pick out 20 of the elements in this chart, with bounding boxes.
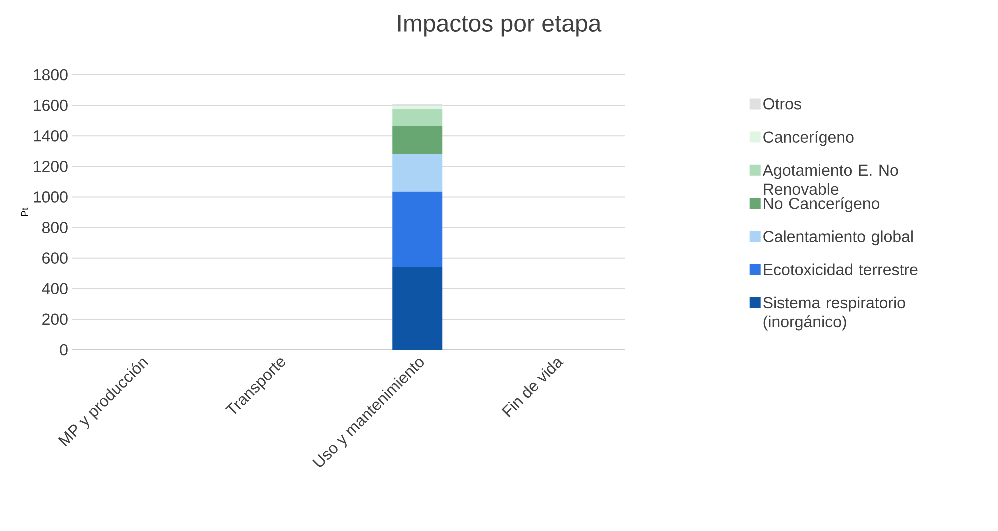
y-tick-label: 1800 xyxy=(34,69,68,81)
legend-label: Sistema respiratorio (inorgánico) xyxy=(764,296,906,331)
chart-title: Impactos por etapa xyxy=(398,15,602,37)
legend-label: Calentamiento global xyxy=(764,230,913,246)
y-tick-label: 600 xyxy=(42,252,68,264)
y-tick-label: 0 xyxy=(60,344,68,356)
y-tick-label: 400 xyxy=(42,283,68,295)
legend-label: No Cancerígeno xyxy=(764,197,880,213)
legend-label: Ecotoxicidad terrestre xyxy=(764,264,918,276)
y-tick-label: 1400 xyxy=(34,130,68,142)
y-tick-label: 1200 xyxy=(34,161,68,172)
y-axis-title: Pt xyxy=(22,208,28,216)
y-tick-label: 800 xyxy=(42,222,68,234)
x-tick-label: Fin de vida xyxy=(502,359,564,418)
y-tick-label: 1000 xyxy=(34,192,68,203)
y-tick-label: 200 xyxy=(42,314,68,326)
y-tick-label: 1600 xyxy=(34,100,68,112)
legend-label: Otros xyxy=(764,98,802,110)
legend-label: Agotamiento E. No Renovable xyxy=(762,164,898,196)
legend-label: Cancerígeno xyxy=(764,131,854,146)
